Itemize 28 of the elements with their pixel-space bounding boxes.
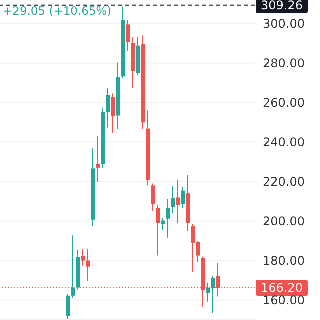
ref-line-label: 309.26 bbox=[261, 0, 303, 12]
candlestick bbox=[156, 204, 160, 256]
candlestick bbox=[166, 199, 170, 238]
y-tick-label: 180.00 bbox=[263, 254, 305, 268]
candlestick bbox=[171, 186, 175, 214]
y-tick-label: 280.00 bbox=[263, 56, 305, 70]
annotation: +29.05 (+10.65%) bbox=[3, 4, 112, 18]
candlestick bbox=[81, 249, 85, 266]
candlestick bbox=[161, 218, 165, 231]
candlestick bbox=[211, 276, 215, 314]
y-tick-label: 160.00 bbox=[263, 294, 305, 308]
candlestick bbox=[126, 20, 130, 52]
candlestick bbox=[176, 180, 180, 224]
candlestick bbox=[106, 88, 110, 128]
candlestick bbox=[96, 136, 100, 183]
candlestick bbox=[111, 93, 115, 134]
y-tick-label: 240.00 bbox=[263, 135, 305, 150]
candlestick bbox=[151, 183, 155, 212]
candlestick bbox=[206, 282, 210, 302]
candlestick bbox=[66, 294, 70, 320]
y-tick-label: 200.00 bbox=[263, 214, 305, 228]
y-tick-label: 220.00 bbox=[263, 174, 305, 189]
candlestick bbox=[86, 248, 90, 282]
y-tick-label: 260.00 bbox=[263, 96, 305, 110]
ref-line-label: 166.20 bbox=[261, 281, 303, 295]
candlestick bbox=[71, 235, 75, 299]
candlestick bbox=[181, 186, 185, 208]
y-tick-label: 300.00 bbox=[263, 16, 305, 31]
